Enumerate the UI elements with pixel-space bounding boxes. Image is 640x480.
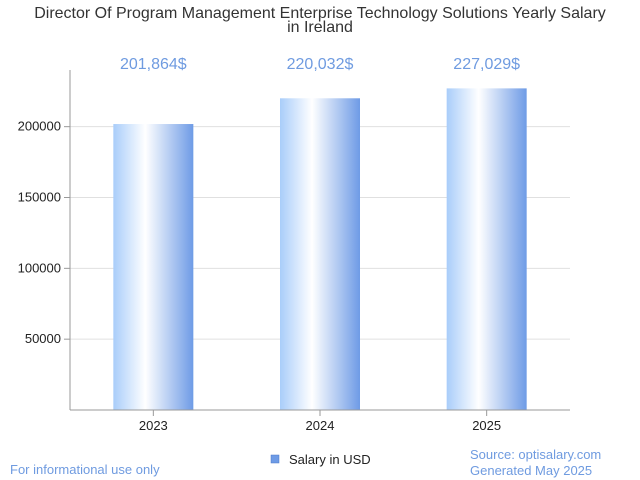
data-label-2025: 227,029$ (453, 56, 520, 73)
generated-date: Generated May 2025 (470, 463, 593, 478)
y-tick-label: 50000 (25, 331, 61, 346)
disclaimer-text: For informational use only (10, 462, 160, 477)
y-tick-label: 200000 (18, 119, 61, 134)
x-tick-label-2023: 2023 (139, 418, 168, 433)
legend-swatch (270, 454, 280, 464)
bar-2025[interactable] (446, 88, 527, 410)
bar-2024[interactable] (280, 98, 360, 411)
legend[interactable]: Salary in USD (270, 452, 371, 467)
y-tick-label: 100000 (18, 260, 61, 275)
y-tick-label: 150000 (18, 190, 61, 205)
source-link[interactable]: Source: optisalary.com (470, 447, 602, 462)
bar-2023[interactable] (113, 124, 194, 410)
legend-label: Salary in USD (289, 452, 371, 467)
y-axis-ticks: 50000 100000 150000 200000 (18, 119, 70, 346)
x-tick-label-2024: 2024 (306, 418, 335, 433)
bars (113, 88, 527, 411)
chart-title-line-1: Director Of Program Management Enterpris… (34, 5, 606, 22)
data-label-2024: 220,032$ (287, 56, 354, 73)
data-label-2023: 201,864$ (120, 56, 187, 73)
data-labels: 201,864$ 220,032$ 227,029$ (120, 56, 520, 73)
source-block: Source: optisalary.com Generated May 202… (470, 447, 601, 479)
chart-title-line-2: in Ireland (287, 19, 353, 36)
x-tick-label-2025: 2025 (472, 418, 501, 433)
x-axis-ticks: 2023 2024 2025 (139, 410, 501, 433)
